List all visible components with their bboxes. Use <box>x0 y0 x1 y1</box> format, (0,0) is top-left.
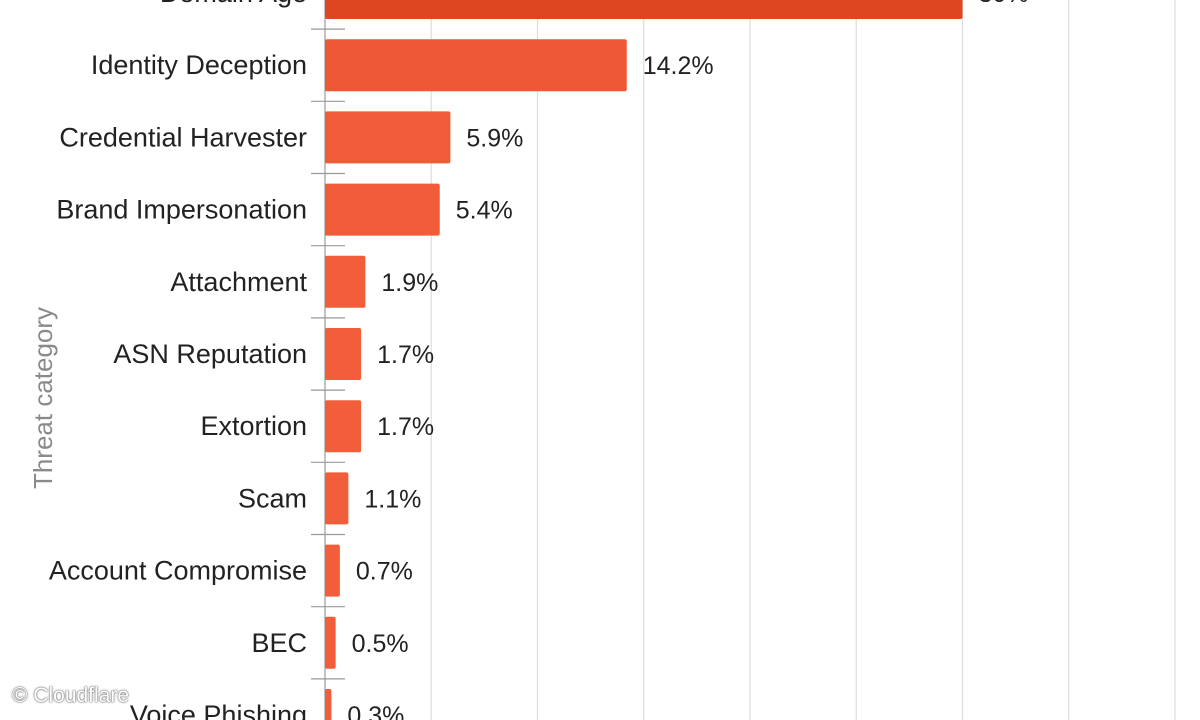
bar-credential-harvester <box>325 111 451 164</box>
category-label: Voice Phishing <box>130 700 307 720</box>
value-label: 1.9% <box>381 269 438 297</box>
bar-brand-impersonation <box>325 183 440 236</box>
category-label: BEC <box>251 628 307 658</box>
watermark: © Cloudflare <box>12 684 130 707</box>
value-label: 0.7% <box>356 558 413 586</box>
category-label: Identity Deception <box>91 50 307 80</box>
value-label: 5.4% <box>456 197 513 225</box>
bar-bec <box>325 616 336 669</box>
category-label: Extortion <box>200 411 307 441</box>
category-label: Scam <box>238 483 307 513</box>
bar-voice-phishing <box>325 689 332 720</box>
category-label: Brand Impersonation <box>56 195 307 225</box>
category-label: Attachment <box>170 267 307 297</box>
bar-domain-age <box>325 0 963 19</box>
bar-identity-deception <box>325 39 627 92</box>
value-label: 14.2% <box>643 52 714 80</box>
bar-scam <box>325 472 349 525</box>
value-label: 5.9% <box>466 124 523 152</box>
value-label: 1.7% <box>377 413 434 441</box>
value-label: 1.7% <box>377 341 434 369</box>
value-label: 0.3% <box>347 702 404 720</box>
value-label: 30% <box>979 0 1029 8</box>
bar-attachment <box>325 255 366 308</box>
value-label: 0.5% <box>352 630 409 658</box>
bar-asn-reputation <box>325 328 362 380</box>
labels: Domain Age 30% Identity Deception 14.2% Cred… <box>49 0 1029 720</box>
category-label: ASN Reputation <box>113 339 307 369</box>
gridlines <box>311 0 1176 720</box>
y-axis-label: Threat category <box>28 307 58 489</box>
value-label: 1.1% <box>364 485 421 513</box>
bar-extortion <box>325 400 362 453</box>
category-label: Credential Harvester <box>59 122 307 152</box>
category-label: Domain Age <box>160 0 307 8</box>
bar-account-compromise <box>325 544 340 597</box>
category-label: Account Compromise <box>49 556 307 586</box>
bars <box>325 0 963 720</box>
